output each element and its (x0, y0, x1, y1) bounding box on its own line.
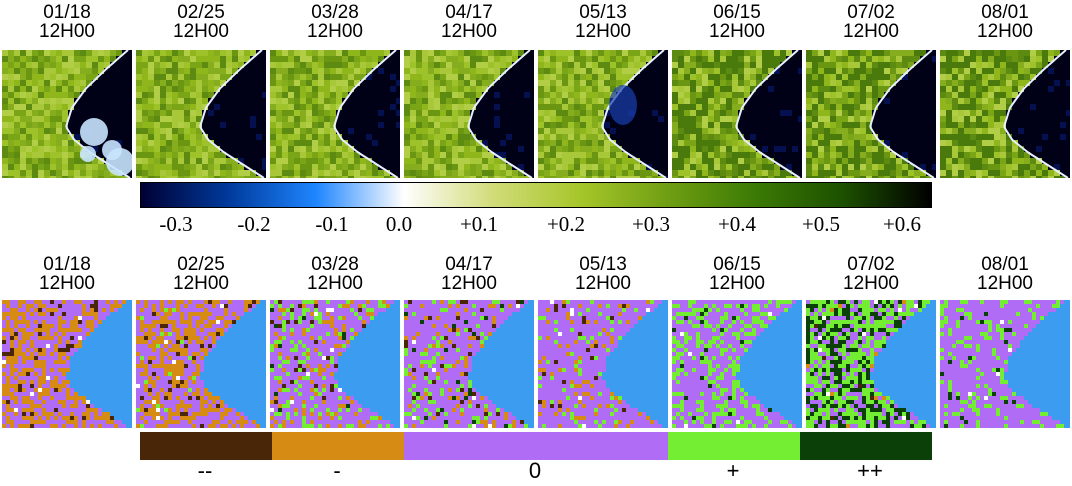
class-panel-4 (404, 300, 534, 428)
colorbar-tick: -0.2 (237, 212, 271, 236)
top-label-5: 05/13 12H00 (575, 2, 631, 42)
legend-swatch-very-positive (800, 432, 932, 460)
top-label-3: 03/28 12H00 (307, 2, 363, 42)
ndvi-panel-4 (404, 50, 534, 178)
ndvi-panel-2 (136, 50, 266, 178)
legend-label-positive: + (726, 458, 740, 483)
legend-swatch-very-negative (140, 432, 272, 460)
colorbar-tick: +0.4 (717, 212, 757, 236)
bottom-label-7: 07/02 12H00 (843, 254, 899, 294)
colorbar-tick: +0.5 (801, 212, 841, 236)
top-label-2: 02/25 12H00 (173, 2, 229, 42)
colorbar-tick: +0.3 (631, 212, 671, 236)
colorbar-tick: -0.3 (159, 212, 193, 236)
ndvi-panel-1 (2, 50, 132, 178)
colorbar-tick: -0.1 (315, 212, 349, 236)
ndvi-panel-5 (538, 50, 668, 178)
bottom-label-4: 04/17 12H00 (441, 254, 497, 294)
colorbar-tick: 0.0 (385, 212, 413, 236)
colorbar-tick: +0.2 (546, 212, 586, 236)
top-label-6: 06/15 12H00 (709, 2, 765, 42)
legend-swatch-negative (272, 432, 404, 460)
colorbar-tick: +0.6 (882, 212, 922, 236)
legend-label-very-positive: ++ (857, 458, 883, 483)
top-label-1: 01/18 12H00 (39, 2, 95, 42)
bottom-label-8: 08/01 12H00 (977, 254, 1033, 294)
top-label-8: 08/01 12H00 (977, 2, 1033, 42)
legend-label-very-negative: -- (197, 458, 213, 483)
bottom-label-5: 05/13 12H00 (575, 254, 631, 294)
top-label-4: 04/17 12H00 (441, 2, 497, 42)
class-panel-5 (538, 300, 668, 428)
bottom-label-6: 06/15 12H00 (709, 254, 765, 294)
class-panel-1 (2, 300, 132, 428)
class-panel-6 (672, 300, 802, 428)
class-panel-7 (806, 300, 936, 428)
class-panel-3 (270, 300, 400, 428)
ndvi-panel-8 (940, 50, 1070, 178)
legend-label-negative: - (333, 458, 341, 483)
colorbar-tick: +0.1 (459, 212, 499, 236)
top-label-7: 07/02 12H00 (843, 2, 899, 42)
bottom-label-1: 01/18 12H00 (39, 254, 95, 294)
bottom-label-2: 02/25 12H00 (173, 254, 229, 294)
class-panel-8 (940, 300, 1070, 428)
legend-swatch-positive (668, 432, 800, 460)
ndvi-panel-3 (270, 50, 400, 178)
ndvi-panel-7 (806, 50, 936, 178)
top-row: 01/18 12H00 02/25 12H00 03/28 12H00 04/17 12… (0, 0, 1072, 240)
class-panel-2 (136, 300, 266, 428)
continuous-colorbar (140, 182, 932, 208)
ndvi-panel-6 (672, 50, 802, 178)
legend-label-zero: 0 (528, 458, 542, 483)
legend-swatch-zero (404, 432, 668, 460)
bottom-label-3: 03/28 12H00 (307, 254, 363, 294)
